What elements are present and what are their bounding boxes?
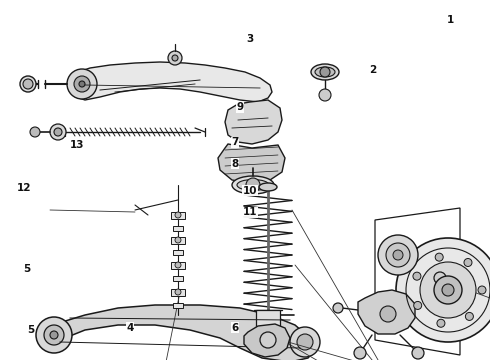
Circle shape — [175, 212, 181, 218]
Text: 4: 4 — [126, 323, 134, 333]
Circle shape — [380, 306, 396, 322]
Circle shape — [354, 347, 366, 359]
Circle shape — [175, 289, 181, 295]
Text: 12: 12 — [17, 183, 32, 193]
Text: 1: 1 — [447, 15, 454, 25]
Circle shape — [168, 51, 182, 65]
Ellipse shape — [257, 317, 279, 333]
Bar — [173, 250, 183, 255]
Circle shape — [54, 128, 62, 136]
Circle shape — [50, 331, 58, 339]
Circle shape — [79, 81, 85, 87]
Circle shape — [420, 262, 476, 318]
Text: 10: 10 — [243, 186, 257, 196]
Ellipse shape — [237, 180, 269, 190]
Text: 7: 7 — [231, 137, 239, 147]
Circle shape — [378, 235, 418, 275]
Polygon shape — [218, 144, 285, 183]
Circle shape — [175, 237, 181, 243]
Bar — [171, 262, 185, 269]
Ellipse shape — [315, 67, 335, 77]
Circle shape — [175, 262, 181, 268]
Text: 6: 6 — [232, 323, 239, 333]
Circle shape — [246, 178, 260, 192]
Circle shape — [434, 272, 446, 284]
Bar — [256, 310, 280, 338]
Polygon shape — [358, 290, 415, 334]
Circle shape — [74, 76, 90, 92]
Text: 5: 5 — [24, 264, 30, 274]
Circle shape — [435, 253, 443, 261]
Bar — [173, 226, 183, 231]
Polygon shape — [244, 324, 290, 357]
Circle shape — [290, 327, 320, 357]
Circle shape — [67, 69, 97, 99]
Circle shape — [414, 301, 422, 310]
Bar — [173, 303, 183, 308]
Bar — [171, 289, 185, 296]
Text: 13: 13 — [70, 140, 85, 150]
Bar — [171, 212, 185, 219]
Circle shape — [23, 79, 33, 89]
Bar — [171, 237, 185, 244]
Circle shape — [297, 334, 313, 350]
Circle shape — [30, 127, 40, 137]
Circle shape — [478, 286, 486, 294]
Circle shape — [442, 284, 454, 296]
Bar — [173, 276, 183, 281]
Polygon shape — [72, 62, 272, 102]
Text: 11: 11 — [243, 207, 257, 217]
Circle shape — [319, 89, 331, 101]
Text: 2: 2 — [369, 65, 376, 75]
Circle shape — [36, 317, 72, 353]
Circle shape — [466, 312, 473, 320]
Circle shape — [260, 332, 276, 348]
Circle shape — [412, 347, 424, 359]
Circle shape — [386, 243, 410, 267]
Text: 5: 5 — [27, 325, 34, 335]
Text: 3: 3 — [246, 34, 253, 44]
Circle shape — [172, 55, 178, 61]
Circle shape — [434, 276, 462, 304]
Circle shape — [20, 76, 36, 92]
Ellipse shape — [259, 183, 277, 191]
Circle shape — [50, 124, 66, 140]
Circle shape — [262, 319, 274, 331]
Text: 9: 9 — [237, 102, 244, 112]
Text: 8: 8 — [232, 159, 239, 169]
Ellipse shape — [311, 64, 339, 80]
Polygon shape — [48, 305, 315, 360]
Circle shape — [320, 67, 330, 77]
Circle shape — [396, 238, 490, 342]
Circle shape — [333, 303, 343, 313]
Circle shape — [437, 319, 445, 327]
Circle shape — [464, 258, 472, 266]
Ellipse shape — [232, 176, 274, 194]
Circle shape — [413, 272, 421, 280]
Circle shape — [44, 325, 64, 345]
Polygon shape — [225, 100, 282, 144]
Circle shape — [393, 250, 403, 260]
